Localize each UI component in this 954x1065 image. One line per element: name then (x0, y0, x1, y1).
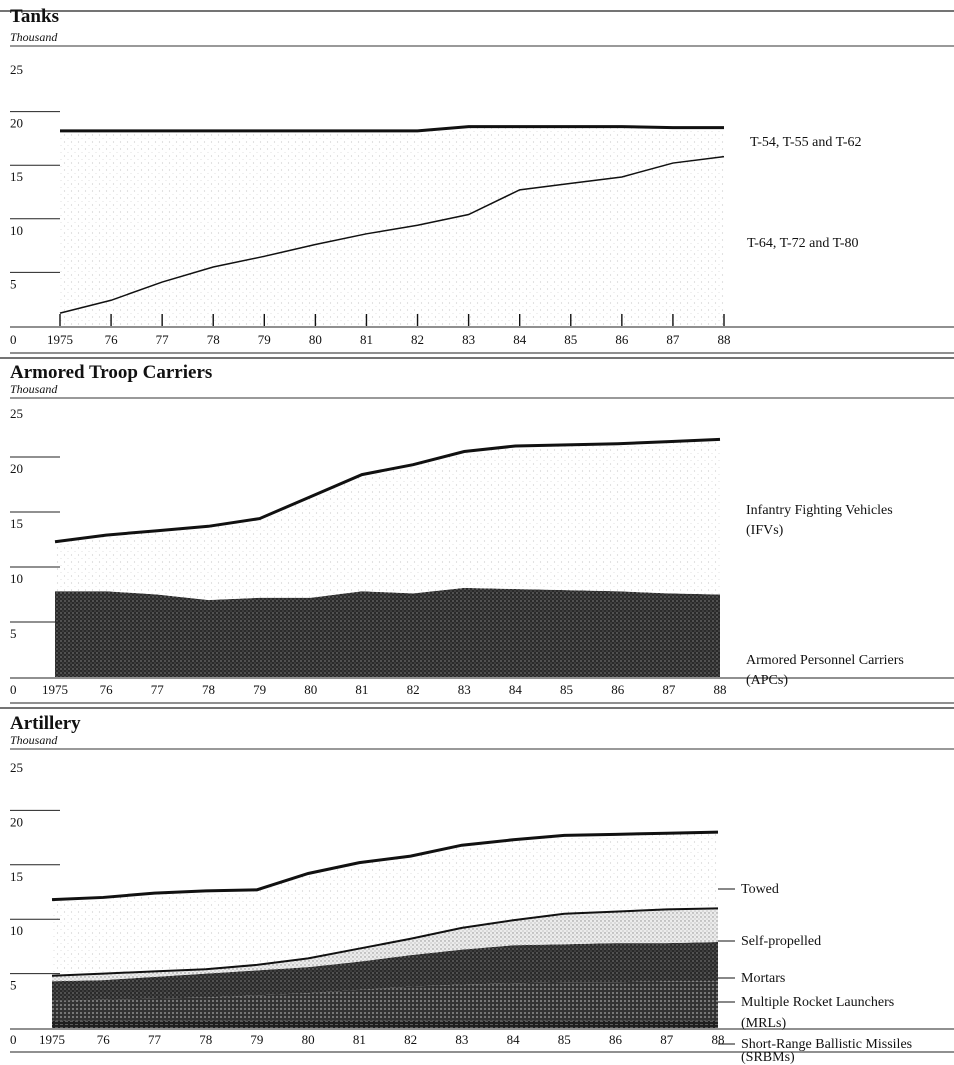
y-tick-label: 0 (10, 1032, 17, 1047)
label-self-propelled: Self-propelled (741, 934, 821, 949)
y-tick-label: 25 (10, 760, 23, 775)
x-tick-label: 87 (660, 1032, 674, 1047)
label-srbms: Short-Range Ballistic Missiles (741, 1037, 912, 1052)
area-multiple-rocket-launchers-mrls (52, 981, 718, 1021)
x-tick-label: 78 (199, 1032, 212, 1047)
y-tick-label: 10 (10, 223, 23, 238)
area-armored-personnel-carriers-apcs (55, 587, 720, 677)
x-tick-label: 77 (156, 332, 170, 347)
unit-label: Thousand (10, 30, 58, 44)
x-tick-label: 88 (712, 1032, 725, 1047)
x-tick-label: 88 (718, 332, 731, 347)
x-tick-label: 83 (462, 332, 475, 347)
x-tick-label: 79 (258, 332, 271, 347)
x-tick-label: 86 (609, 1032, 623, 1047)
y-tick-label: 25 (10, 62, 23, 77)
area-self-propelled (52, 908, 718, 982)
label-towed: Towed (741, 882, 779, 897)
x-tick-label: 79 (250, 1032, 263, 1047)
panel-title: Armored Troop Carriers (10, 362, 212, 383)
x-tick-label: 81 (353, 1032, 366, 1047)
text-layer: Tanks Thousand 0 5 10 15 20 25 1975 76 77 78 79 80 81 8… (10, 6, 912, 1065)
x-tick-label: 76 (105, 332, 119, 347)
label-t54-t55-t62: T-54, T-55 and T-62 (750, 135, 862, 150)
x-tick-label: 85 (564, 332, 577, 347)
x-tick-label: 80 (302, 1032, 315, 1047)
x-tick-label: 87 (662, 682, 676, 697)
y-tick-label: 20 (10, 461, 23, 476)
x-tick-label: 78 (207, 332, 220, 347)
y-tick-label: 20 (10, 814, 23, 829)
label-ifvs-abbr: (IFVs) (746, 523, 784, 538)
x-tick-label: 79 (253, 682, 266, 697)
x-tick-label: 81 (355, 682, 368, 697)
panel-title: Artillery (10, 713, 81, 734)
line-layer (51, 125, 725, 977)
x-tick-label: 77 (148, 1032, 162, 1047)
series-line (60, 125, 724, 133)
y-tick-label: 5 (10, 626, 17, 641)
x-tick-label: 76 (100, 682, 114, 697)
y-tick-label: 20 (10, 116, 23, 131)
series-line (59, 155, 725, 314)
x-tick-label: 1975 (47, 332, 73, 347)
x-tick-label: 85 (560, 682, 573, 697)
x-tick-label: 84 (513, 332, 527, 347)
axes-layer (0, 10, 954, 1053)
x-tick-label: 77 (151, 682, 165, 697)
label-apcs-abbr: (APCs) (746, 673, 788, 688)
x-tick-label: 87 (666, 332, 680, 347)
x-tick-label: 1975 (42, 682, 68, 697)
unit-label: Thousand (10, 382, 58, 396)
x-tick-label: 82 (404, 1032, 417, 1047)
x-tick-label: 84 (509, 682, 523, 697)
area-layer (52, 126, 724, 1028)
y-tick-label: 5 (10, 978, 17, 993)
x-tick-label: 86 (611, 682, 625, 697)
x-tick-label: 76 (97, 1032, 111, 1047)
area-mortars (52, 942, 718, 1001)
x-tick-label: 80 (304, 682, 317, 697)
x-tick-label: 86 (615, 332, 629, 347)
label-mrls-abbr: (MRLs) (741, 1016, 786, 1031)
y-tick-label: 0 (10, 682, 17, 697)
label-mrls: Multiple Rocket Launchers (741, 995, 894, 1010)
label-apcs: Armored Personnel Carriers (746, 653, 904, 668)
x-tick-label: 84 (507, 1032, 521, 1047)
x-tick-label: 83 (458, 682, 471, 697)
label-srbms-abbr: (SRBMs) (741, 1050, 795, 1065)
series-line (54, 437, 721, 544)
x-tick-label: 85 (558, 1032, 571, 1047)
y-tick-label: 5 (10, 276, 17, 291)
label-t64-t72-t80: T-64, T-72 and T-80 (747, 236, 859, 251)
y-tick-label: 25 (10, 406, 23, 421)
series-line (51, 907, 719, 977)
area-t-64-t-72-and-t-80 (60, 156, 724, 326)
label-ifvs: Infantry Fighting Vehicles (746, 503, 893, 518)
y-tick-label: 10 (10, 923, 23, 938)
area-infantry-fighting-vehicles-ifvs (55, 439, 720, 600)
x-tick-label: 1975 (39, 1032, 65, 1047)
area-t-54-t-55-and-t-62 (60, 126, 724, 314)
panel-title: Tanks (10, 6, 59, 27)
series-line (51, 830, 719, 902)
area-short-range-ballistic-missiles-srbms (52, 1020, 718, 1028)
x-tick-label: 88 (714, 682, 727, 697)
x-tick-label: 83 (455, 1032, 468, 1047)
y-tick-label: 15 (10, 169, 23, 184)
y-tick-label: 0 (10, 332, 17, 347)
y-tick-label: 15 (10, 516, 23, 531)
y-tick-label: 15 (10, 869, 23, 884)
x-tick-label: 78 (202, 682, 215, 697)
unit-label: Thousand (10, 733, 58, 747)
x-tick-label: 80 (309, 332, 322, 347)
area-towed (52, 832, 718, 976)
x-tick-label: 82 (407, 682, 420, 697)
y-tick-label: 10 (10, 571, 23, 586)
x-tick-label: 82 (411, 332, 424, 347)
label-mortars: Mortars (741, 971, 785, 986)
x-tick-label: 81 (360, 332, 373, 347)
